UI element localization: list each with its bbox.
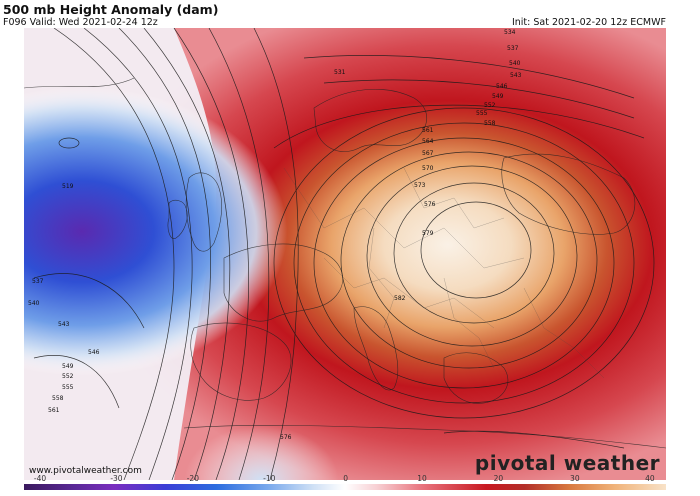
contour-label: 576 <box>424 201 436 208</box>
colorbar-tick: 30 <box>570 474 580 483</box>
valid-time: F096 Valid: Wed 2021-02-24 12z <box>3 17 158 28</box>
contour-label: 540 <box>509 60 521 67</box>
contour-label: 546 <box>496 83 508 90</box>
colorbar-tick: -30 <box>110 474 123 483</box>
contour-label: 552 <box>62 373 74 380</box>
contour-label: 519 <box>62 183 74 190</box>
init-time: Init: Sat 2021-02-20 12z ECMWF <box>511 17 666 28</box>
colorbar-tick: -40 <box>33 474 47 483</box>
contour-label: 543 <box>58 321 70 328</box>
contour-label: 546 <box>88 349 100 356</box>
colorbar-tick: 20 <box>493 474 504 483</box>
contour-label: 558 <box>52 395 64 402</box>
colorbar-tick: 0 <box>343 474 349 483</box>
contour-label: 564 <box>422 138 434 145</box>
contour-label: 561 <box>422 127 434 134</box>
contour-label: 555 <box>62 384 74 391</box>
colorbar-ticks: -40 -30 -20 -10 0 10 20 30 40 <box>24 474 666 484</box>
contour-label: 582 <box>394 295 406 302</box>
colorbar-tick: 40 <box>645 474 655 483</box>
contour-label: 570 <box>422 165 434 172</box>
contour-label: 552 <box>484 102 496 109</box>
contour-label: 567 <box>422 150 434 157</box>
colorbar-tick: -20 <box>186 474 199 483</box>
contour-label: 540 <box>28 300 40 307</box>
contour-label: 531 <box>334 69 346 76</box>
contour-label: 573 <box>414 182 426 189</box>
brand-logo: pivotal weather <box>474 451 660 475</box>
colorbar-tick: 10 <box>417 474 427 483</box>
colorbar <box>24 484 666 490</box>
contour-label: 549 <box>492 93 504 100</box>
contour-label: 534 <box>504 29 516 36</box>
contour-label: 549 <box>62 363 74 370</box>
contour-label: 555 <box>476 110 488 117</box>
contour-label: 561 <box>48 407 60 414</box>
contour-label: 576 <box>280 434 292 441</box>
map-title: 500 mb Height Anomaly (dam) <box>3 2 219 17</box>
contour-label: 537 <box>507 45 519 52</box>
site-url: www.pivotalweather.com <box>29 466 142 476</box>
contour-label: 579 <box>422 230 434 237</box>
colorbar-tick: -10 <box>263 474 276 483</box>
contour-label: 543 <box>510 72 522 79</box>
contour-label: 558 <box>484 120 496 127</box>
contour-label: 537 <box>32 278 44 285</box>
anomaly-map: 534 537 540 543 546 549 552 555 558 561 … <box>24 28 666 480</box>
